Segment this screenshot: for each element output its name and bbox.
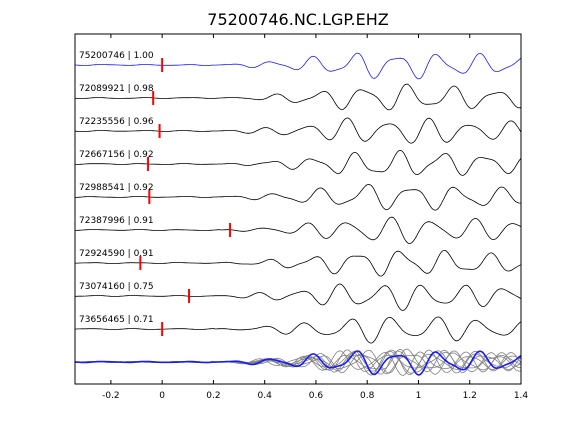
trace-line [75, 149, 522, 176]
x-tick-label: 1.4 [514, 391, 529, 401]
stack-reference-line [74, 350, 522, 376]
pick-group [139, 58, 232, 336]
trace-label: 72235556 | 0.96 [79, 117, 154, 127]
stack-group [74, 348, 522, 376]
trace-line [74, 52, 522, 80]
label-group: 75200746 | 1.00 72089921 | 0.98 72235556 |… [79, 51, 154, 325]
trace-line [74, 250, 522, 277]
x-tick-label: 1.2 [463, 391, 477, 401]
trace-line [75, 283, 522, 311]
x-tick-label: 0.4 [258, 391, 273, 401]
trace-label: 72387996 | 0.91 [79, 216, 154, 226]
trace-line [74, 316, 522, 344]
trace-label: 72924590 | 0.91 [79, 249, 154, 259]
x-tick-label: 0.6 [309, 391, 324, 401]
trace-label: 73074160 | 0.75 [79, 282, 154, 292]
chart-title: 75200746.NC.LGP.EHZ [207, 10, 388, 29]
trace-label: 72988541 | 0.92 [79, 183, 154, 193]
trace-line [74, 216, 522, 245]
x-tick-label: 0.8 [360, 391, 375, 401]
trace-line [75, 83, 522, 111]
plot-frame [74, 33, 522, 385]
x-tick-label: -0.2 [102, 391, 120, 401]
trace-label: 72667156 | 0.92 [79, 150, 154, 160]
x-tick-label: 1 [416, 391, 422, 401]
trace-line [74, 117, 522, 144]
trace-label: 73656465 | 0.71 [79, 315, 154, 325]
trace-label: 72089921 | 0.98 [79, 84, 154, 94]
x-tick-label: 0.2 [206, 391, 220, 401]
x-tick-label: 0 [159, 391, 165, 401]
trace-label: 75200746 | 1.00 [79, 51, 154, 61]
x-axis: -0.2 0 0.2 0.4 0.6 0.8 1 1.2 1.4 [102, 34, 528, 401]
trace-group [74, 52, 522, 344]
